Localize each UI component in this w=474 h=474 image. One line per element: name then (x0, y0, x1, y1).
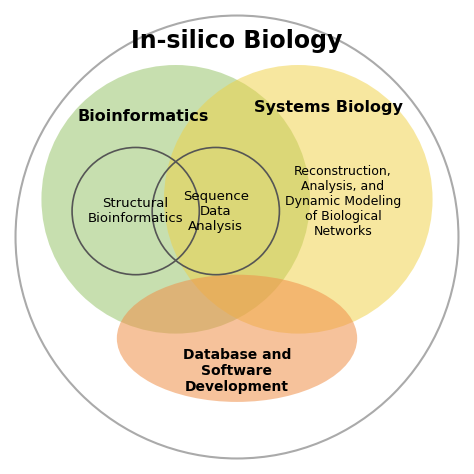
Text: In-silico Biology: In-silico Biology (131, 29, 343, 54)
Text: Sequence
Data
Analysis: Sequence Data Analysis (183, 190, 249, 233)
Text: Reconstruction,
Analysis, and
Dynamic Modeling
of Biological
Networks: Reconstruction, Analysis, and Dynamic Mo… (285, 165, 401, 238)
Text: Structural
Bioinformatics: Structural Bioinformatics (88, 197, 183, 225)
Text: Systems Biology: Systems Biology (255, 100, 403, 115)
Text: Database and
Software
Development: Database and Software Development (183, 348, 291, 394)
Circle shape (164, 65, 433, 334)
Text: Bioinformatics: Bioinformatics (77, 109, 209, 124)
Circle shape (41, 65, 310, 334)
Ellipse shape (117, 275, 357, 402)
